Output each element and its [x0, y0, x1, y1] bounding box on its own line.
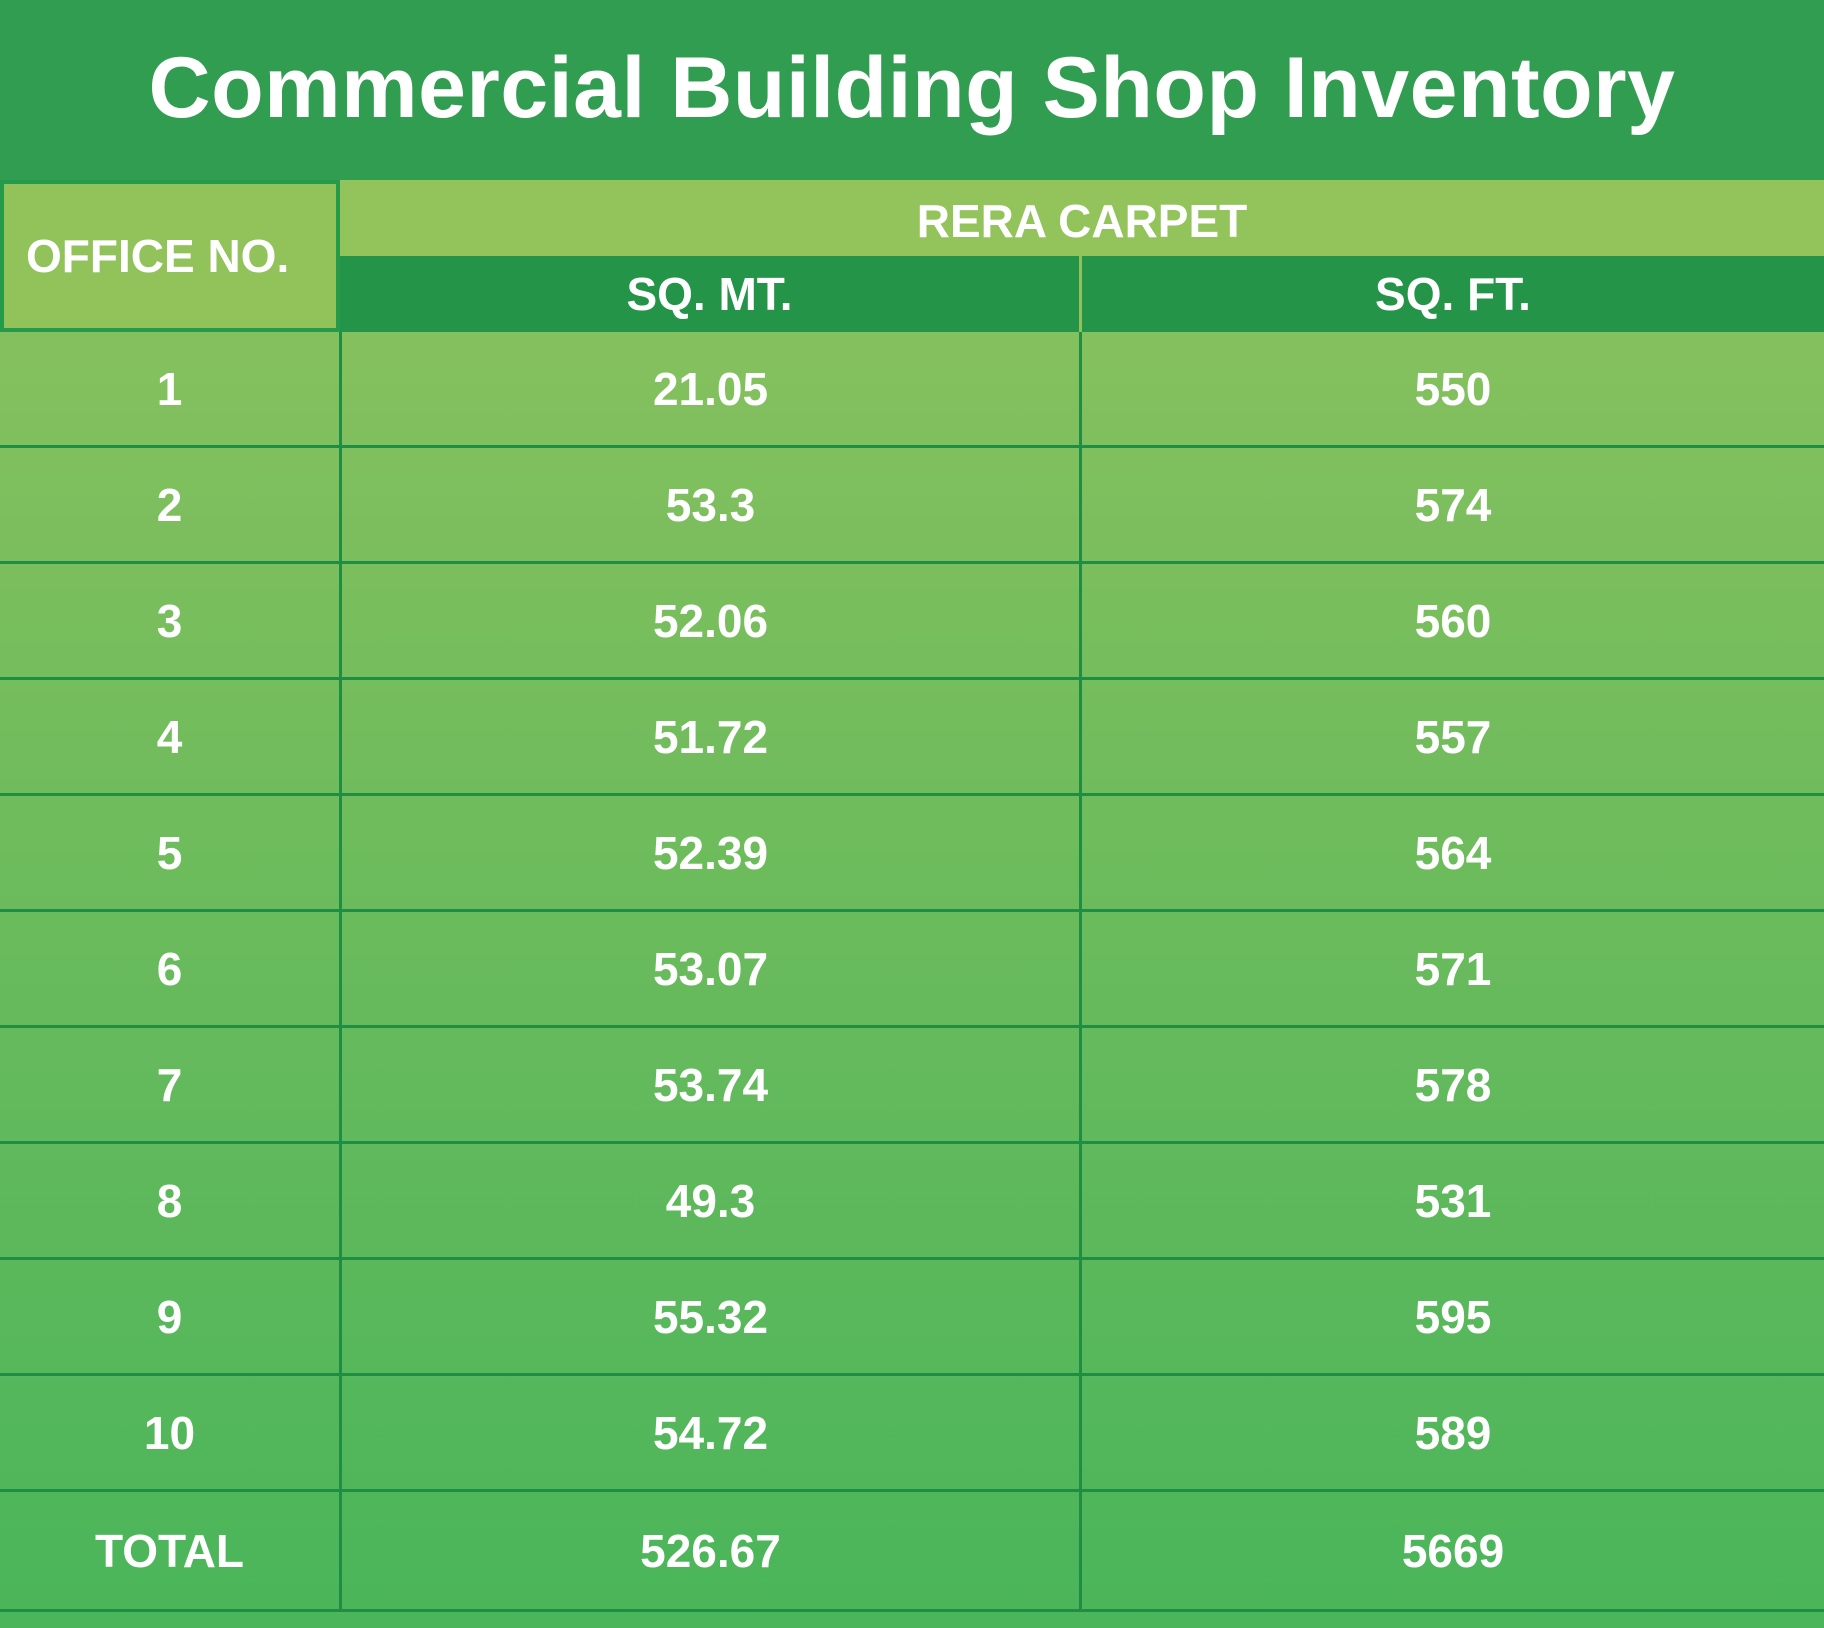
sq-ft-cell: 550 [1414, 362, 1492, 415]
sq-mt-cell: 52.39 [342, 796, 1082, 909]
table-row: 4 51.72 557 [0, 680, 1824, 796]
table-row: 7 53.74 578 [0, 1028, 1824, 1144]
table-row: 2 53.3 574 [0, 448, 1824, 564]
rera-carpet-header: RERA CARPET [340, 180, 1824, 256]
total-sq-ft: 5669 [1401, 1524, 1505, 1577]
total-row: TOTAL 526.67 5669 [0, 1492, 1824, 1612]
sq-mt-cell: 51.72 [342, 680, 1082, 793]
sq-mt-cell: 53.74 [342, 1028, 1082, 1141]
office-no-header: OFFICE NO. [0, 180, 340, 332]
sq-ft-cell: 574 [1414, 478, 1492, 531]
office-no-cell: 2 [0, 448, 342, 561]
office-no-cell: 3 [0, 564, 342, 677]
sq-ft-cell: 531 [1414, 1174, 1492, 1227]
sq-mt-cell: 53.3 [342, 448, 1082, 561]
sq-ft-cell: 564 [1414, 826, 1492, 879]
office-no-cell: 5 [0, 796, 342, 909]
office-no-cell: 4 [0, 680, 342, 793]
inventory-table-body: 1 21.05 550 2 53.3 574 3 52.06 560 4 51.… [0, 332, 1824, 1628]
table-row: 6 53.07 571 [0, 912, 1824, 1028]
sq-mt-cell: 52.06 [342, 564, 1082, 677]
sq-mt-cell: 55.32 [342, 1260, 1082, 1373]
table-row: 9 55.32 595 [0, 1260, 1824, 1376]
sq-ft-cell: 578 [1414, 1058, 1492, 1111]
sq-mt-cell: 21.05 [342, 332, 1082, 445]
sq-ft-cell: 560 [1414, 594, 1492, 647]
sq-ft-cell: 571 [1414, 942, 1492, 995]
table-row: 8 49.3 531 [0, 1144, 1824, 1260]
title-bar: Commercial Building Shop Inventory [0, 0, 1824, 180]
office-no-cell: 6 [0, 912, 342, 1025]
sq-mt-cell: 49.3 [342, 1144, 1082, 1257]
sq-ft-cell: 557 [1414, 710, 1492, 763]
sq-ft-header: SQ. FT. [1082, 256, 1824, 332]
table-row: 3 52.06 560 [0, 564, 1824, 680]
office-no-cell: 7 [0, 1028, 342, 1141]
office-no-cell: 9 [0, 1260, 342, 1373]
table-row: 5 52.39 564 [0, 796, 1824, 912]
total-label: TOTAL [0, 1492, 342, 1609]
sq-ft-cell: 595 [1414, 1290, 1492, 1343]
table-row: 1 21.05 550 [0, 332, 1824, 448]
office-no-cell: 1 [0, 332, 342, 445]
table-row: 10 54.72 589 [0, 1376, 1824, 1492]
office-no-cell: 10 [0, 1376, 342, 1489]
page-title: Commercial Building Shop Inventory [148, 39, 1676, 136]
sq-mt-cell: 54.72 [342, 1376, 1082, 1489]
total-sq-mt: 526.67 [342, 1492, 1082, 1609]
office-no-cell: 8 [0, 1144, 342, 1257]
sq-mt-header: SQ. MT. [340, 256, 1082, 332]
sq-ft-cell: 589 [1414, 1406, 1492, 1459]
sq-mt-cell: 53.07 [342, 912, 1082, 1025]
